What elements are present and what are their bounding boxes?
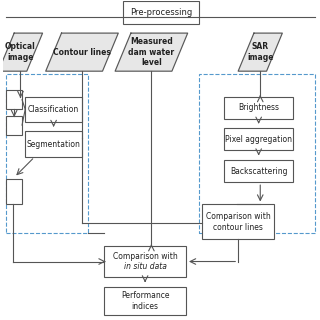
Bar (25, 132, 82, 157)
Polygon shape (0, 33, 43, 71)
Bar (25, 97, 82, 122)
Polygon shape (238, 33, 282, 71)
Bar (202, 204, 275, 239)
Bar (224, 97, 293, 119)
Text: Segmentation: Segmentation (27, 140, 81, 148)
Bar (199, 74, 316, 233)
Bar (224, 128, 293, 150)
Text: Contour lines: Contour lines (53, 48, 111, 57)
Text: Pre-processing: Pre-processing (130, 8, 192, 17)
Text: Measured
dam water
level: Measured dam water level (128, 37, 174, 67)
Text: Classification: Classification (28, 105, 79, 114)
Bar (6, 116, 22, 135)
Text: in situ data: in situ data (124, 262, 166, 271)
Text: Pixel aggregation: Pixel aggregation (225, 135, 292, 144)
Text: SAR
image: SAR image (247, 43, 274, 62)
Bar (6, 179, 22, 204)
Text: Performance
indices: Performance indices (121, 292, 169, 311)
Bar (6, 90, 22, 109)
Text: Optical
image: Optical image (5, 43, 36, 62)
Bar (224, 160, 293, 182)
Text: Comparison with: Comparison with (113, 252, 178, 261)
Polygon shape (115, 33, 188, 71)
Text: Backscattering: Backscattering (230, 167, 287, 176)
Bar (104, 246, 186, 277)
Bar (6, 74, 88, 233)
Text: Brightness: Brightness (238, 103, 279, 112)
Bar (123, 1, 199, 24)
Bar (104, 287, 186, 316)
Polygon shape (46, 33, 118, 71)
Text: Comparison with
contour lines: Comparison with contour lines (206, 212, 270, 232)
